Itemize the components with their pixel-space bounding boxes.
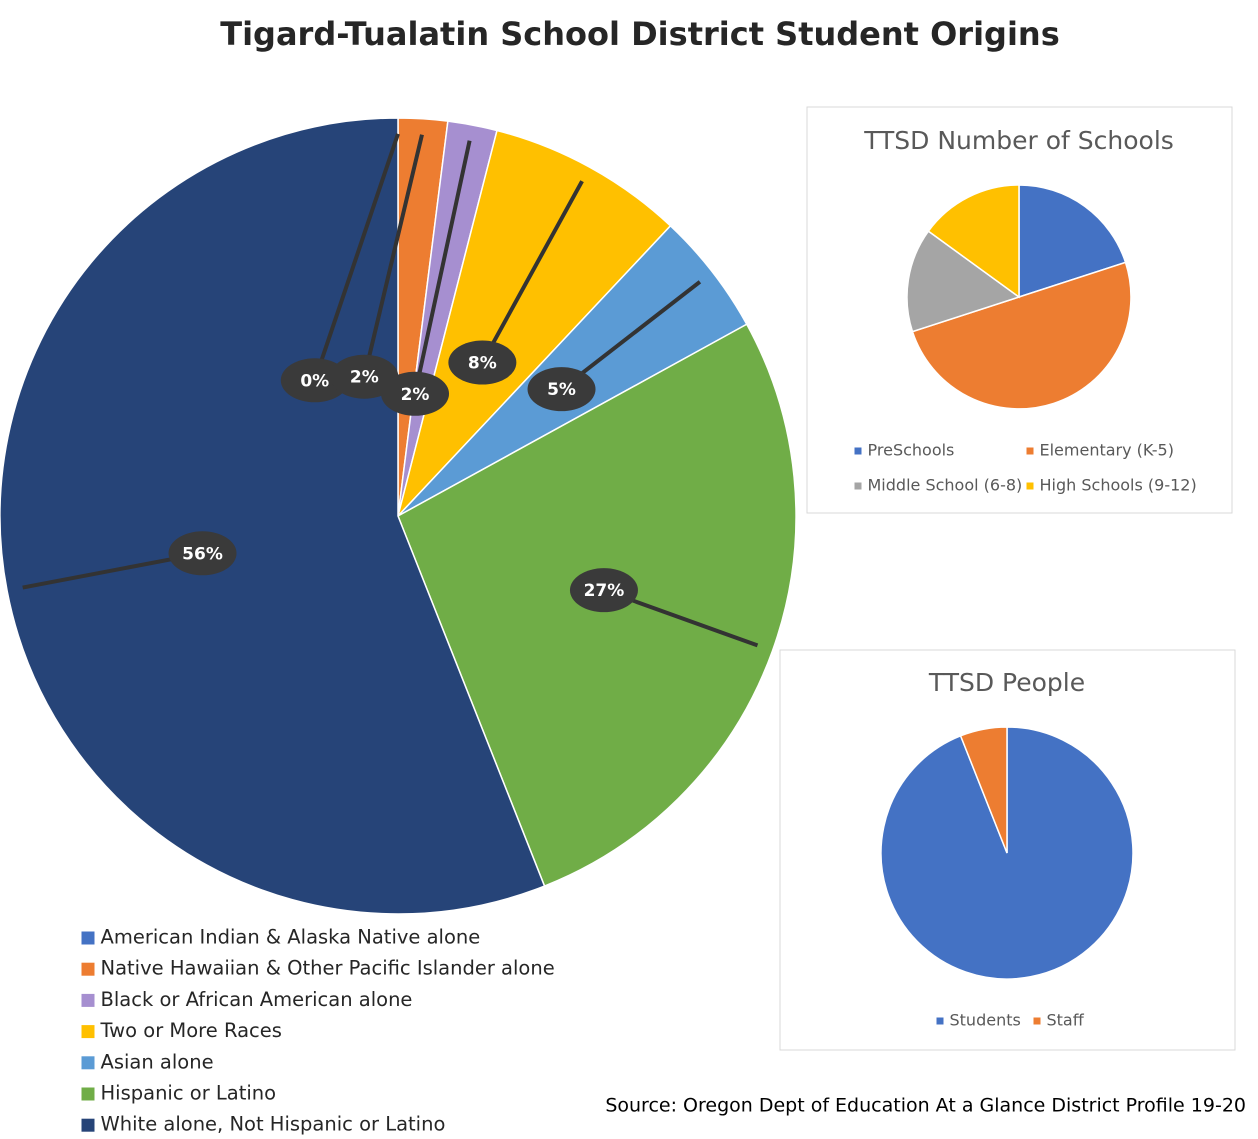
legend-marker [1026, 482, 1034, 490]
legend-marker [1033, 1017, 1041, 1025]
label-bubble [330, 354, 399, 399]
callout-line [560, 280, 702, 391]
data-label: 27% [584, 581, 625, 601]
legend-label: Middle School (6-8) [868, 476, 1023, 495]
callout-line [413, 140, 472, 395]
data-label: 56% [182, 544, 223, 564]
legend-marker [81, 1118, 95, 1132]
pie-slice [959, 726, 1008, 854]
pie-slice [906, 230, 1021, 333]
callout-line [312, 133, 400, 381]
legend-marker [81, 962, 95, 976]
pie-slice [1018, 184, 1127, 299]
pie-slice [927, 184, 1020, 299]
pie-slice [911, 261, 1132, 410]
legend-label: Students [950, 1011, 1021, 1030]
pie-slice [397, 129, 672, 517]
legend-label: Two or More Races [100, 1019, 282, 1042]
data-label: 2% [350, 368, 379, 388]
legend-marker [854, 482, 862, 490]
legend-label: High Schools (9-12) [1040, 476, 1197, 495]
chart-title: TTSD People [928, 668, 1085, 697]
legend-label: Hispanic or Latino [101, 1082, 277, 1105]
label-bubble [569, 568, 638, 613]
legend-marker [81, 931, 95, 945]
label-bubble [448, 340, 517, 385]
legend-label: PreSchools [868, 441, 955, 460]
callout-line [480, 180, 584, 364]
pie-slice [0, 117, 546, 915]
legend-marker [854, 447, 862, 455]
legend-marker [936, 1017, 944, 1025]
data-label: 2% [401, 385, 430, 405]
legend-label: American Indian & Alaska Native alone [101, 926, 481, 949]
legend-label: Native Hawaiian & Other Pacific Islander… [101, 957, 555, 980]
data-label: 8% [468, 354, 497, 374]
legend-label: White alone, Not Hispanic or Latino [101, 1113, 446, 1136]
label-bubble [527, 367, 596, 412]
label-bubble [280, 358, 349, 403]
label-bubble [168, 531, 237, 576]
legend-marker [81, 993, 95, 1007]
callout-line [362, 134, 424, 378]
legend-label: Black or African American alone [101, 988, 413, 1011]
chart-title: Tigard-Tualatin School District Student … [220, 15, 1060, 53]
data-label: 0% [300, 371, 329, 391]
legend-marker [81, 1087, 95, 1101]
chart-title: TTSD Number of Schools [863, 126, 1174, 155]
data-label: 5% [547, 380, 576, 400]
legend-label: Elementary (K-5) [1040, 441, 1174, 460]
legend-marker [81, 1056, 95, 1070]
legend-label: Staff [1047, 1011, 1085, 1030]
pie-slice [880, 726, 1134, 980]
source-note: Source: Oregon Dept of Education At a Gl… [605, 1095, 1246, 1117]
legend-marker [81, 1025, 95, 1039]
legend-marker [1026, 447, 1034, 455]
label-bubble [381, 371, 450, 416]
legend-label: Asian alone [101, 1050, 214, 1073]
